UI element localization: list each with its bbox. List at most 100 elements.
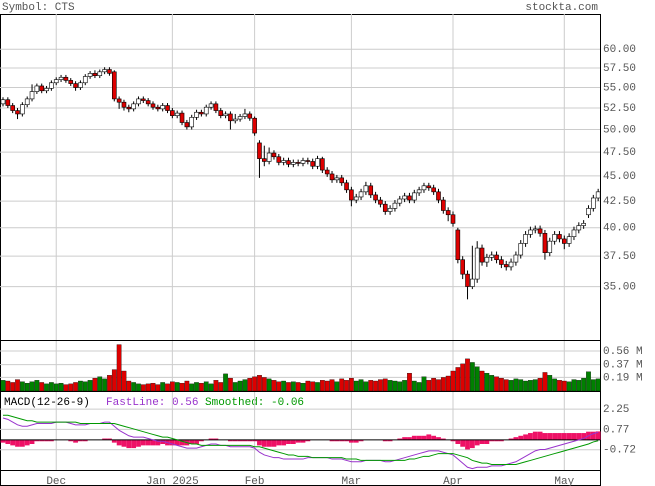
histogram-bar xyxy=(329,439,335,442)
histogram-bar xyxy=(353,439,359,443)
candle-body xyxy=(131,103,136,110)
volume-bar xyxy=(440,377,446,392)
volume-bar xyxy=(586,371,591,392)
candle-body xyxy=(528,229,533,235)
histogram-bar xyxy=(547,433,553,440)
histogram-bar xyxy=(160,439,166,444)
histogram-bar xyxy=(571,433,577,440)
candle-body xyxy=(557,234,562,240)
volume-bar xyxy=(170,381,175,392)
candle-body xyxy=(291,162,296,165)
volume-bar xyxy=(266,378,272,392)
volume-bar xyxy=(537,377,543,392)
candle-body xyxy=(489,254,495,258)
x-tick-label: Feb xyxy=(245,476,265,486)
volume-bar xyxy=(411,380,417,392)
histogram-bar xyxy=(136,439,141,447)
histogram-bar xyxy=(440,438,446,440)
volume-bar xyxy=(455,367,461,392)
candle-body xyxy=(436,191,441,201)
y-tick-label: 40.00 xyxy=(603,223,636,235)
histogram-bar xyxy=(295,439,301,443)
y-tick-label: 52.50 xyxy=(603,103,636,115)
candle-body xyxy=(547,240,553,253)
histogram-bar xyxy=(29,439,35,444)
volume-bar xyxy=(0,380,6,392)
histogram-bar xyxy=(140,439,146,446)
volume-bar xyxy=(49,382,54,392)
frame xyxy=(0,14,601,486)
candle-body xyxy=(82,76,88,84)
volume-bar xyxy=(10,382,16,392)
histogram-bar xyxy=(126,439,132,449)
volume-bar xyxy=(445,375,451,392)
candle-body xyxy=(87,73,93,77)
legend-entry: FastLine: 0.56 xyxy=(106,397,198,409)
histogram-bar xyxy=(261,439,267,447)
histogram-bar xyxy=(252,439,258,442)
x-tick-label: Apr xyxy=(443,476,463,486)
volume-bar xyxy=(5,380,11,392)
candle-body xyxy=(5,99,11,106)
volume-bar xyxy=(194,382,199,392)
histogram-bar xyxy=(479,439,485,444)
candle-body xyxy=(97,71,103,77)
volume-bar xyxy=(431,377,436,392)
volume-bar xyxy=(363,381,369,392)
histogram-bar xyxy=(300,439,306,443)
volume-bar xyxy=(290,381,296,392)
histogram-bar xyxy=(271,439,277,447)
candle-body xyxy=(402,195,407,200)
candle-body xyxy=(102,69,107,73)
candle-body xyxy=(513,254,519,263)
y-tick-label: 50.00 xyxy=(603,124,636,136)
candle-body xyxy=(257,142,262,159)
histogram-bar xyxy=(426,434,432,440)
candle-body xyxy=(315,158,320,167)
candle-body xyxy=(49,82,54,89)
source: stockta.com xyxy=(525,2,598,14)
volume-bar xyxy=(518,379,524,392)
histogram-bar xyxy=(116,439,122,446)
histogram-bar xyxy=(281,439,287,446)
candle-body xyxy=(184,122,190,128)
histogram-bar xyxy=(552,433,558,440)
candle-body xyxy=(450,214,456,224)
volume-bar xyxy=(213,380,219,392)
histogram-bar xyxy=(24,439,30,446)
volume-bar xyxy=(421,376,427,392)
y-tick-label: 0.19 M xyxy=(603,372,643,384)
histogram-bar xyxy=(344,439,349,442)
volume-bar xyxy=(523,380,528,392)
candle-body xyxy=(170,110,175,116)
candle-body xyxy=(24,98,30,105)
histogram-bar xyxy=(48,439,54,442)
histogram-bar xyxy=(489,439,495,442)
histogram-bar xyxy=(455,439,461,444)
candle-body xyxy=(591,197,596,209)
volume-bar xyxy=(145,383,151,392)
volume-bar xyxy=(566,381,572,392)
candle-body xyxy=(247,113,253,119)
candle-body xyxy=(310,161,315,167)
histogram-bar xyxy=(155,439,161,446)
candle-body xyxy=(465,273,470,287)
histogram-bar xyxy=(131,439,137,449)
histogram-bar xyxy=(465,439,470,450)
candle-body xyxy=(20,104,25,115)
candle-body xyxy=(73,83,78,88)
volume-bar xyxy=(82,381,88,392)
candle-body xyxy=(63,76,69,81)
candle-body xyxy=(441,199,446,211)
histogram-bar xyxy=(431,435,437,440)
volume-bar xyxy=(63,384,69,392)
histogram-bar xyxy=(498,439,504,442)
candle-body xyxy=(576,225,582,231)
histogram-bar xyxy=(407,437,412,440)
candle-body xyxy=(561,238,567,244)
volume-bar xyxy=(116,344,122,392)
volume-bar xyxy=(24,382,30,392)
candle-body xyxy=(39,85,45,92)
volume-bar xyxy=(58,382,64,392)
volume-bar xyxy=(373,380,378,392)
